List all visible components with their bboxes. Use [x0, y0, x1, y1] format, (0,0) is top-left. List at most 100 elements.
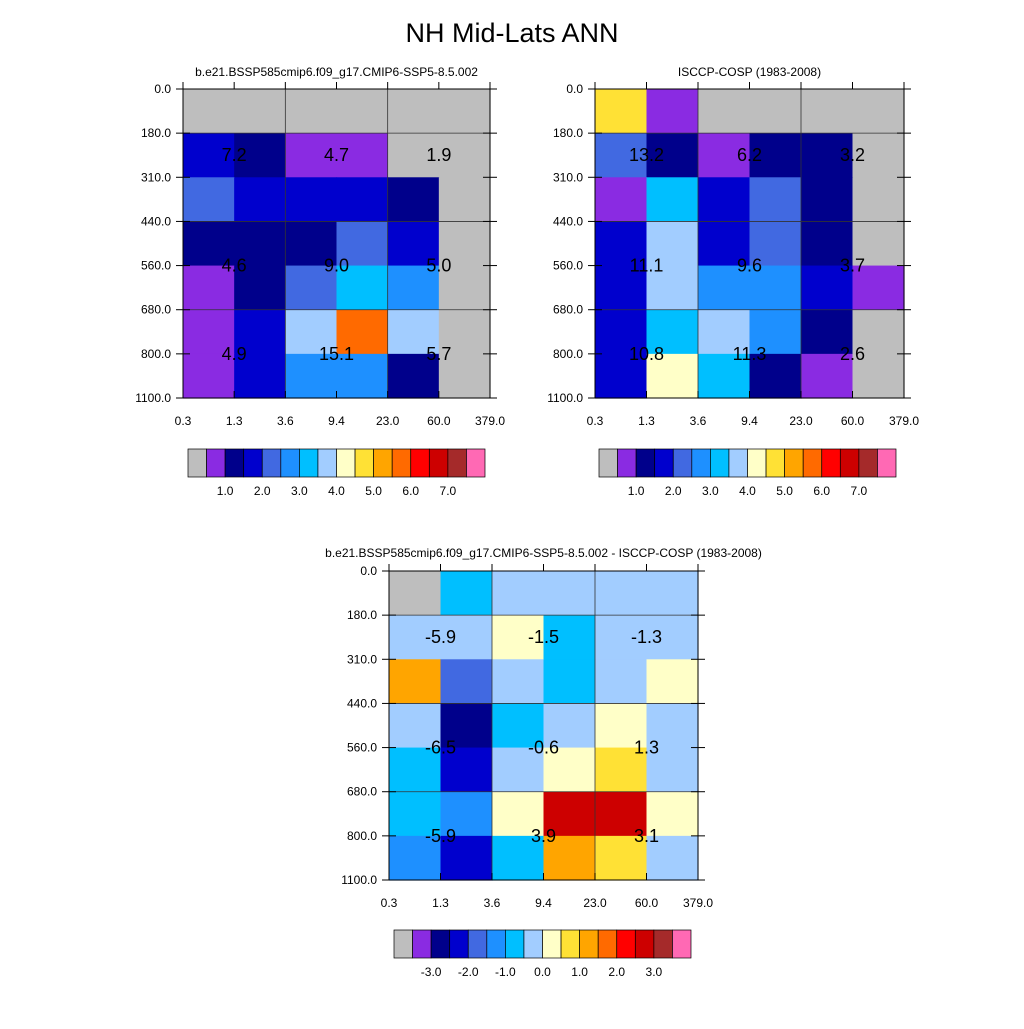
colorbar-swatch: [728, 448, 748, 478]
colorbar-swatch: [598, 448, 618, 478]
heatmap-cell: [595, 791, 648, 837]
heatmap-cell: [749, 133, 802, 178]
value-label: 5.0: [426, 256, 451, 276]
colorbar-swatch: [449, 929, 469, 959]
heatmap-cell: [389, 747, 442, 793]
x-tick-label: 9.4: [535, 896, 552, 910]
x-tick-label: 60.0: [427, 414, 451, 428]
heatmap-cell: [543, 747, 596, 793]
heatmap-cell: [387, 221, 440, 267]
colorbar-swatch: [691, 448, 711, 478]
heatmap-cell: [389, 659, 442, 705]
heatmap-cell: [801, 177, 854, 223]
colorbar-swatch: [597, 929, 618, 959]
heatmap-cell: [646, 571, 699, 616]
x-tick-label: 1.3: [226, 414, 243, 428]
heatmap-cell: [595, 133, 648, 178]
heatmap-cell: [492, 791, 545, 837]
colorbar-swatch: [654, 448, 674, 478]
value-label: 10.8: [629, 344, 664, 364]
colorbar-swatch: [467, 929, 488, 959]
y-tick-label: 560.0: [553, 259, 583, 273]
heatmap-cell: [698, 265, 751, 311]
heatmap-cell: [543, 659, 596, 705]
colorbar-label: 2.0: [608, 965, 625, 979]
heatmap-cell: [438, 177, 491, 223]
heatmap-cell: [234, 133, 286, 178]
heatmap-cell: [801, 221, 854, 267]
heatmap-cell: [492, 835, 545, 881]
value-label: 4.9: [222, 344, 247, 364]
panel-2: ISCCP-COSP (1983-2008) 0.0 180.0 310.0 440.0…: [547, 65, 919, 498]
heatmap-cell: [852, 309, 905, 355]
heatmap-cell: [285, 133, 338, 178]
colorbar-swatch: [261, 448, 282, 478]
colorbar-swatch: [317, 448, 337, 478]
x-tick-label: 23.0: [583, 896, 607, 910]
x-tick-label: 60.0: [635, 896, 659, 910]
value-label: 9.6: [737, 256, 762, 276]
y-tick-label: 560.0: [141, 259, 171, 273]
heatmap-cell: [438, 133, 491, 178]
heatmap-cell: [492, 659, 545, 705]
heatmap-cell: [389, 571, 442, 616]
value-label: 9.0: [324, 256, 349, 276]
value-label: 3.7: [840, 256, 865, 276]
colorbar-label: -1.0: [495, 965, 516, 979]
colorbar-swatch: [447, 448, 467, 478]
heatmap-cell: [543, 571, 596, 616]
colorbar-swatch: [877, 448, 897, 478]
heatmap-cell: [492, 703, 545, 749]
y-tick-label: 310.0: [347, 652, 377, 666]
heatmap-cell: [336, 265, 389, 311]
colorbar-label: 1.0: [571, 965, 588, 979]
colorbar-swatch: [802, 448, 823, 478]
colorbar-swatch: [710, 448, 730, 478]
value-label: 3.9: [531, 826, 556, 846]
x-tick-label: 0.3: [381, 896, 398, 910]
heatmap-cell: [440, 703, 493, 749]
heatmap-cell: [440, 659, 493, 705]
heatmap-cell: [646, 133, 699, 178]
heatmap-cell: [595, 615, 648, 660]
heatmap-cell: [698, 89, 751, 134]
x-tick-label: 23.0: [789, 414, 813, 428]
y-tick-label: 180.0: [347, 608, 377, 622]
heatmap-cell: [646, 615, 699, 660]
x-tick-label: 3.6: [690, 414, 707, 428]
heatmap-cell: [595, 265, 648, 311]
x-tick-label: 379.0: [683, 896, 713, 910]
heatmap-cell: [234, 221, 286, 267]
heatmap-cell: [389, 791, 442, 837]
value-label: 4.6: [222, 256, 247, 276]
heatmap-cell: [543, 703, 596, 749]
value-label: -6.5: [425, 738, 456, 758]
value-label: -5.9: [425, 627, 456, 647]
value-label: 11.3: [733, 344, 767, 364]
x-tick-label: 0.3: [175, 414, 192, 428]
y-tick-label: 560.0: [347, 741, 377, 755]
heatmap-cell: [801, 133, 854, 178]
y-tick-label: 800.0: [141, 347, 171, 361]
heatmap-cell: [285, 177, 338, 223]
heatmap-cell: [285, 265, 338, 311]
heatmap-cell: [801, 265, 854, 311]
heatmap-cell: [698, 177, 751, 223]
y-tick-label: 180.0: [553, 126, 583, 140]
colorbar-swatch: [243, 448, 263, 478]
colorbar-swatch: [747, 448, 767, 478]
heatmap-cell: [183, 133, 235, 178]
colorbar-swatch: [336, 448, 356, 478]
heatmap-cell: [234, 265, 286, 311]
colorbar-swatch: [858, 448, 878, 478]
heatmap-cell: [749, 309, 802, 355]
heatmap-cell: [595, 835, 648, 881]
heatmap-cell: [438, 309, 491, 355]
value-label: -5.9: [425, 826, 456, 846]
colorbar-swatch: [523, 929, 543, 959]
y-tick-label: 440.0: [141, 214, 171, 228]
colorbar-label: 7.0: [851, 484, 868, 498]
heatmap-cell: [698, 221, 751, 267]
panel-title: ISCCP-COSP (1983-2008): [678, 65, 821, 79]
